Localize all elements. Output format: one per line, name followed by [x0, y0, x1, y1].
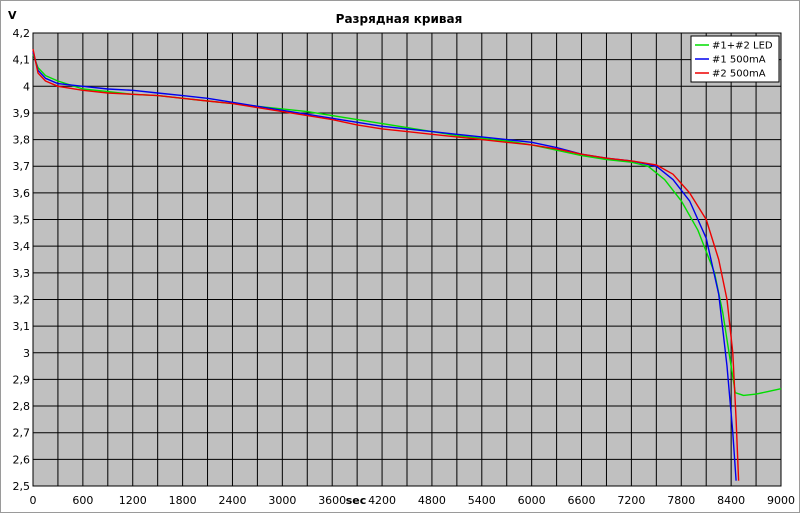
x-tick-label: 5400 [468, 494, 496, 507]
x-tick-label: 3000 [268, 494, 296, 507]
series-line-3 [32, 48, 740, 481]
x-tick-label: 4800 [418, 494, 446, 507]
x-axis-ticks: 0 600 1200 1800 2400 3000 3600 4200 4800 5400 6000… [30, 494, 796, 507]
chart-title: Разрядная кривая [336, 12, 463, 26]
y-tick-label: 3,7 [13, 160, 31, 173]
y-tick-label: 3,8 [13, 134, 31, 147]
grid [33, 33, 781, 486]
x-tick-label: 0 [30, 494, 37, 507]
y-tick-label: 3,6 [13, 187, 31, 200]
y-tick-label: 3,9 [13, 107, 31, 120]
y-tick-label: 2,9 [13, 373, 31, 386]
x-tick-label: 6000 [518, 494, 546, 507]
y-tick-label: 2,6 [13, 453, 31, 466]
y-tick-label: 3,3 [13, 267, 31, 280]
legend: #1+#2 LED #1 500mA #2 500mA [690, 35, 780, 83]
y-tick-label: 2,8 [13, 400, 31, 413]
y-tick-label: 3,4 [13, 240, 31, 253]
x-tick-label: 1200 [119, 494, 147, 507]
y-tick-label: 2,5 [13, 480, 31, 493]
legend-label-3: #2 500mA [712, 69, 766, 80]
y-axis-ticks: 2,5 2,6 2,7 2,8 2,9 3 3,1 3,2 3,3 3,4 3,5 3,6 3,7 3,8… [13, 27, 31, 493]
series-layer [32, 48, 782, 481]
y-tick-label: 4 [23, 80, 30, 93]
y-tick-label: 3,2 [13, 293, 31, 306]
x-tick-label: 600 [72, 494, 93, 507]
x-axis-label: sec [346, 494, 367, 507]
y-tick-label: 3,5 [13, 214, 31, 227]
legend-label-1: #1+#2 LED [712, 41, 773, 52]
legend-label-2: #1 500mA [712, 55, 766, 66]
x-tick-label: 9000 [767, 494, 795, 507]
x-tick-label: 8400 [717, 494, 745, 507]
x-tick-label: 7800 [667, 494, 695, 507]
y-axis-label: V [8, 9, 17, 22]
y-tick-label: 3,1 [13, 320, 31, 333]
y-tick-label: 2,7 [13, 427, 31, 440]
y-tick-label: 4,2 [13, 27, 31, 40]
y-tick-label: 3 [23, 347, 30, 360]
x-tick-label: 1800 [169, 494, 197, 507]
x-tick-label: 7200 [617, 494, 645, 507]
y-tick-label: 4,1 [13, 54, 31, 67]
x-tick-label: 3600 [318, 494, 346, 507]
x-tick-label: 4200 [368, 494, 396, 507]
x-tick-label: 2400 [218, 494, 246, 507]
series-line-2 [32, 51, 737, 481]
x-tick-label: 6600 [568, 494, 596, 507]
